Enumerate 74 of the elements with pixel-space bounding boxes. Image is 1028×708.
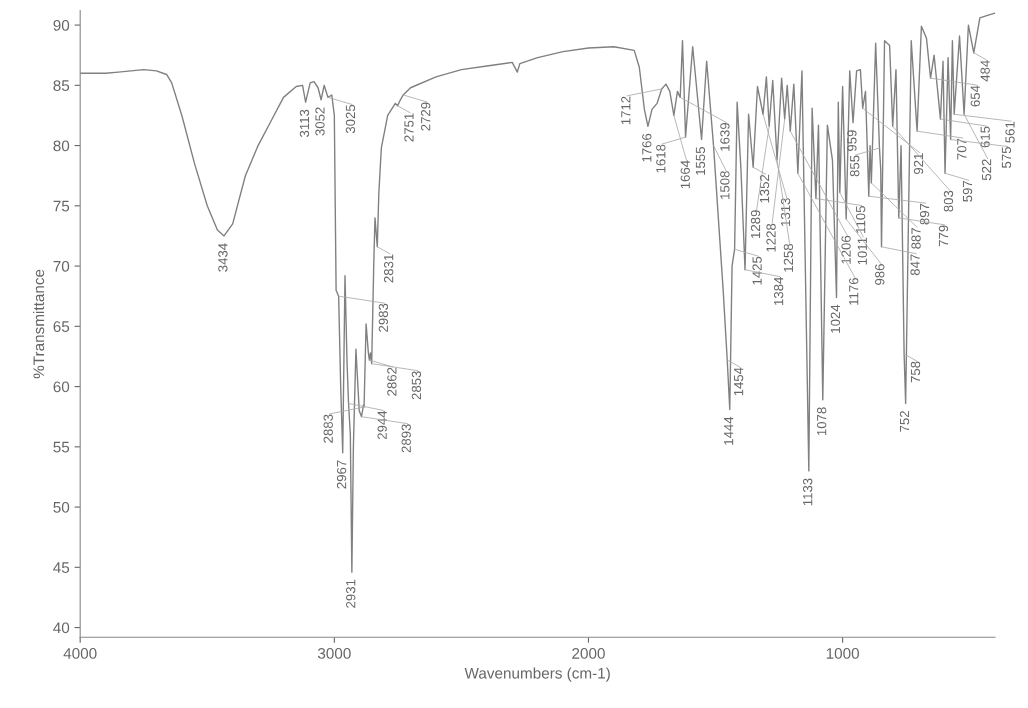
annotation: 855 [850, 155, 860, 177]
annotation: 1024 [830, 304, 841, 333]
annotation: 1228 [766, 223, 776, 252]
annotation: 921 [913, 153, 924, 175]
y-tick-label: 65 [53, 321, 70, 333]
annotation: 3025 [345, 104, 356, 134]
y-tick-label: 50 [53, 501, 70, 513]
annotation: 2967 [336, 460, 347, 489]
annotation: 847 [910, 254, 920, 276]
x-axis-title: Wavenumbers (cm-1) [464, 667, 610, 682]
y-tick-label: 55 [53, 441, 70, 453]
annotation: 1639 [720, 123, 730, 151]
annotation: 1105 [855, 206, 866, 233]
annotation: 1206 [841, 235, 851, 264]
annotation: 1258 [783, 243, 794, 272]
annotation: 2729 [421, 102, 431, 131]
annotation: 615 [980, 126, 990, 148]
annotation: 1289 [750, 210, 761, 238]
annotation: 1011 [857, 237, 867, 265]
annotation: 1508 [720, 171, 730, 199]
annotation: 3434 [218, 243, 228, 272]
annotation: 2751 [404, 113, 414, 142]
annotation: 561 [1005, 121, 1015, 143]
annotation: 2931 [346, 579, 356, 608]
annotation: 758 [910, 361, 921, 383]
annotation: 1555 [695, 147, 706, 175]
y-tick-label: 40 [53, 622, 70, 634]
annotation: 3052 [315, 107, 325, 136]
annotation: 654 [970, 85, 980, 107]
annotation: 2853 [411, 371, 422, 400]
x-tick-label: 4000 [63, 648, 97, 659]
y-tick-label: 75 [53, 200, 70, 212]
annotation: 1444 [724, 416, 734, 445]
annotation: 707 [957, 138, 967, 160]
y-tick-label: 60 [53, 381, 70, 393]
x-tick-label: 3000 [317, 648, 351, 659]
y-tick-label: 80 [53, 140, 70, 152]
annotation: 779 [938, 225, 949, 247]
y-tick-label: 45 [53, 562, 70, 573]
annotation: 2862 [387, 367, 397, 396]
annotation: 959 [847, 130, 857, 152]
y-tick-label: 90 [53, 19, 70, 31]
annotation: 2883 [323, 414, 333, 443]
annotation: 1176 [849, 278, 859, 305]
annotation: 1766 [642, 133, 652, 162]
y-axis-title: %Transmittance [32, 269, 45, 379]
y-tick-label: 70 [53, 260, 70, 272]
annotation: 1618 [656, 144, 666, 173]
annotation: 1078 [816, 407, 827, 436]
annotation: 484 [980, 60, 990, 82]
annotation: 752 [899, 411, 910, 432]
annotation: 2831 [383, 254, 394, 283]
annotation: 2983 [378, 303, 389, 332]
annotation: 1384 [773, 277, 784, 305]
annotation: 1664 [680, 160, 690, 189]
annotation: 3113 [299, 109, 310, 138]
annotation: 1352 [759, 174, 770, 203]
annotation: 897 [919, 203, 930, 225]
annotation: 2893 [401, 424, 411, 453]
annotation: 803 [943, 190, 954, 212]
annotation: 1313 [780, 198, 791, 226]
annotation: 522 [981, 159, 992, 181]
annotation: 2944 [377, 410, 387, 440]
annotation: 597 [962, 180, 973, 202]
annotation: 986 [875, 264, 885, 285]
y-tick-label: 85 [53, 80, 70, 92]
annotation: 575 [1001, 147, 1012, 168]
annotation: 887 [911, 228, 921, 249]
annotation: 1133 [803, 478, 813, 506]
x-tick-label: 1000 [826, 648, 860, 659]
annotation: 1712 [621, 96, 631, 125]
x-tick-label: 2000 [572, 648, 605, 659]
annotation: 1425 [752, 256, 762, 285]
annotation: 1454 [734, 367, 744, 396]
